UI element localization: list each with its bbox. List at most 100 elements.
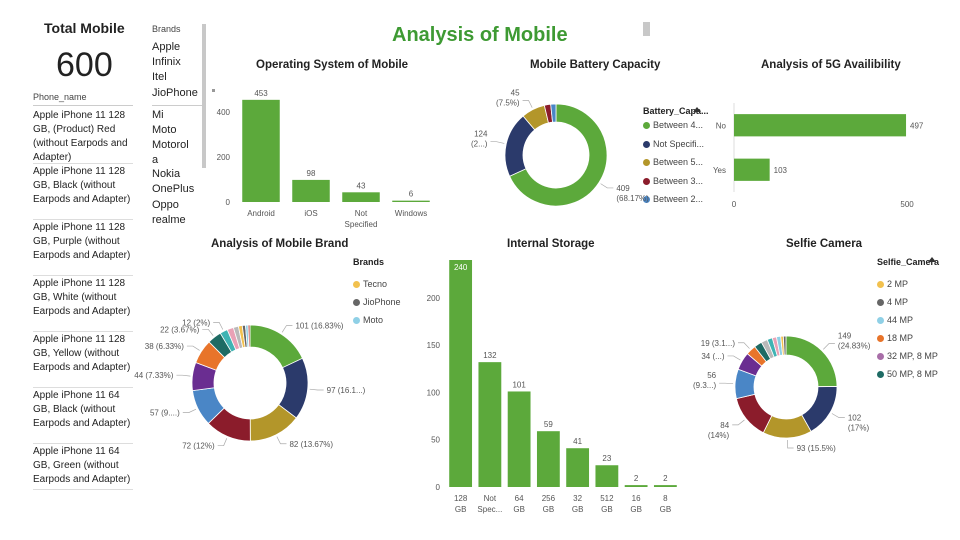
data-label: 97 (16.1...) (327, 386, 366, 395)
data-label: 497 (910, 121, 924, 130)
bar[interactable] (292, 179, 330, 202)
sort-arrow-icon[interactable] (693, 107, 701, 112)
legend-item[interactable]: 32 MP, 8 MP (877, 351, 938, 369)
leader-line (276, 436, 287, 445)
slicer-item-moto[interactable]: Moto (152, 123, 177, 136)
bar[interactable] (566, 448, 590, 487)
leader-line (719, 382, 734, 385)
x-tick-label: 32 (573, 494, 582, 503)
slicer-item-apple[interactable]: Apple (152, 41, 181, 53)
x-tick-label: GB (543, 505, 555, 514)
legend-item[interactable]: Tecno (353, 279, 401, 297)
legend-item[interactable]: 2 MP (877, 279, 938, 297)
y-tick-label: 150 (427, 341, 441, 350)
bar[interactable] (734, 158, 770, 181)
bar[interactable] (507, 391, 531, 487)
leader-line (738, 342, 750, 349)
legend-label: Not Specifi... (653, 138, 705, 149)
legend-dot-icon (877, 317, 884, 324)
data-label: 149 (838, 332, 852, 341)
slicer-item-jiophone[interactable]: JioPhone (152, 86, 198, 99)
slicer-title: Brands (152, 24, 181, 34)
data-label: 2 (634, 474, 639, 483)
table-row[interactable]: Apple iPhone 11 128 GB, Purple (without … (33, 220, 133, 276)
table-row[interactable]: Apple iPhone 11 64 GB, Black (without Ea… (33, 388, 133, 444)
x-tick-label: 64 (515, 494, 524, 503)
legend-item[interactable]: 4 MP (877, 297, 938, 315)
legend-item[interactable]: 50 MP, 8 MP (877, 369, 938, 387)
leader-line (732, 419, 745, 426)
legend-item[interactable]: 44 MP (877, 315, 938, 333)
data-label: 453 (254, 89, 268, 98)
table-row[interactable]: Apple iPhone 11 128 GB, White (without E… (33, 276, 133, 332)
legend-label: Between 2... (653, 194, 704, 204)
legend-item[interactable]: Not Specifi... (643, 139, 704, 158)
os-chart-title: Operating System of Mobile (256, 59, 409, 71)
x-tick-label: Android (247, 209, 275, 218)
slicer-scrollbar[interactable] (202, 24, 206, 168)
selfie-legend: 2 MP 4 MP 44 MP 18 MP 32 MP, 8 MP 50 MP,… (877, 279, 938, 387)
legend-item[interactable]: JioPhone (353, 297, 401, 315)
x-tick-label: Not (484, 494, 497, 503)
x-tick-label: Windows (395, 209, 427, 218)
data-label: 57 (9....) (150, 409, 180, 418)
table-row[interactable]: Apple iPhone 11 128 GB, Yellow (without … (33, 332, 133, 388)
legend-item[interactable]: 18 MP (877, 333, 938, 351)
pie-slice[interactable] (550, 103, 557, 123)
slicer-item-motorola[interactable]: Motorola (152, 139, 189, 166)
slicer-item-infinix[interactable]: Infinix (152, 56, 181, 69)
legend-item[interactable]: Moto (353, 315, 401, 333)
slicer-item-realme[interactable]: realme (152, 213, 186, 226)
data-label: 41 (573, 437, 582, 446)
brand-chart-title: Analysis of Mobile Brand (211, 238, 349, 250)
legend-item[interactable]: Between 5... (643, 157, 704, 176)
legend-label: 50 MP, 8 MP (887, 369, 938, 379)
bar[interactable] (734, 114, 907, 137)
y-tick-label: 0 (226, 198, 231, 207)
pie-slice[interactable] (782, 335, 787, 356)
leader-line (213, 322, 224, 330)
data-label: 22 (3.67%) (160, 325, 199, 334)
data-label: 34 (...) (701, 352, 724, 361)
leader-line (217, 438, 228, 447)
bar[interactable] (595, 465, 619, 487)
bar[interactable] (449, 260, 473, 487)
pie-slice[interactable] (509, 103, 608, 207)
legend-item[interactable]: Between 4... (643, 120, 704, 139)
table-header[interactable]: Phone_name (33, 92, 133, 106)
pie-slice[interactable] (735, 393, 773, 434)
legend-item[interactable]: Between 3... (643, 176, 704, 195)
bar[interactable] (392, 200, 430, 202)
pie-slice[interactable] (247, 324, 251, 348)
data-label: 101 (512, 380, 526, 389)
slicer-item-mi[interactable]: Mi (152, 104, 202, 123)
legend-dot-icon (643, 159, 650, 166)
data-label: 59 (544, 420, 553, 429)
y-tick-label: 200 (217, 153, 231, 162)
table-row[interactable]: Apple iPhone 11 64 GB, Green (without Ea… (33, 444, 133, 490)
slicer-item-nokia[interactable]: Nokia (152, 168, 181, 181)
bar[interactable] (242, 99, 280, 202)
leader-line (490, 141, 505, 144)
pie-slice[interactable] (249, 324, 304, 369)
leader-line (186, 345, 200, 351)
sort-arrow-icon[interactable] (928, 257, 936, 262)
bar[interactable] (624, 485, 648, 487)
slicer-item-oneplus[interactable]: OnePlus (152, 183, 195, 196)
data-label: 409 (616, 184, 630, 193)
legend-item[interactable]: Between 2... (643, 194, 704, 213)
y-tick-label: 400 (217, 108, 231, 117)
slicer-item-itel[interactable]: Itel (152, 71, 167, 84)
x-tick-label: GB (630, 505, 642, 514)
data-label: (7.5%) (496, 99, 520, 108)
bar[interactable] (653, 485, 677, 487)
slicer-item-oppo[interactable]: Oppo (152, 198, 179, 211)
legend-label: JioPhone (363, 297, 401, 307)
bar[interactable] (536, 431, 560, 487)
title-handle[interactable] (643, 22, 650, 36)
bar[interactable] (342, 192, 380, 202)
table-row[interactable]: Apple iPhone 11 128 GB, (Product) Red (w… (33, 108, 133, 164)
table-row[interactable]: Apple iPhone 11 128 GB, Black (without E… (33, 164, 133, 220)
bar[interactable] (478, 362, 502, 487)
y-tick-label: Yes (713, 166, 726, 175)
